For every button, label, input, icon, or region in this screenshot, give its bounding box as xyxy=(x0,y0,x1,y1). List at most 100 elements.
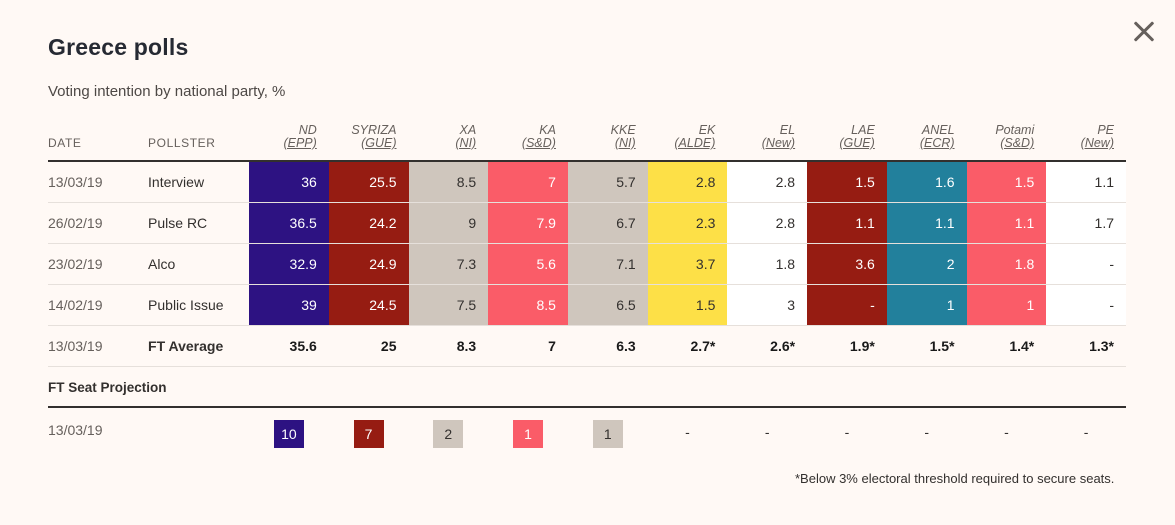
party-affiliation: (S&D) xyxy=(521,136,556,150)
poll-value-cell: 9 xyxy=(408,202,489,244)
party-name: ND xyxy=(298,123,317,137)
table-row: 23/02/19 Alco 32.9 24.9 7.3 5.6 7.1 3.7 1.8 3.6 2 1… xyxy=(48,243,1126,285)
poll-value-cell: 24.9 xyxy=(328,243,409,285)
party-name: ANEL xyxy=(921,123,955,137)
poll-date: 13/03/19 xyxy=(48,161,149,203)
average-value-cell: 1.3* xyxy=(1046,325,1126,367)
pollster-name: Public Issue xyxy=(148,284,250,326)
seat-value-empty: - xyxy=(764,424,770,440)
poll-value-cell: 1.1 xyxy=(966,202,1047,244)
average-label: FT Average xyxy=(148,325,250,367)
footnote: *Below 3% electoral threshold required t… xyxy=(795,471,1115,486)
poll-value-cell: 32.9 xyxy=(249,243,329,285)
poll-value-cell: 2.8 xyxy=(727,161,808,203)
average-value-cell: 1.4* xyxy=(966,325,1047,367)
poll-value-cell: 1.5 xyxy=(647,284,728,326)
party-affiliation: (GUE) xyxy=(361,136,397,150)
average-value-cell: 1.5* xyxy=(886,325,967,367)
party-name: PE xyxy=(1097,123,1114,137)
poll-value-cell: 3.7 xyxy=(647,243,728,285)
party-name: XA xyxy=(459,123,477,137)
poll-value-cell: 1 xyxy=(886,284,967,326)
poll-value-cell: 5.7 xyxy=(567,161,648,203)
poll-value-cell: 2.8 xyxy=(647,161,728,203)
seat-value-empty: - xyxy=(1083,424,1089,440)
average-value-cell: 35.6 xyxy=(249,325,329,367)
poll-value-cell: 7 xyxy=(488,161,568,203)
table-row: 26/02/19 Pulse RC 36.5 24.2 9 7.9 6.7 2.3 2.8 1.1… xyxy=(48,202,1126,244)
poll-value-cell: - xyxy=(1046,243,1126,285)
divider xyxy=(48,406,1126,408)
poll-value-cell: 3 xyxy=(727,284,808,326)
column-header-party: ND (EPP) xyxy=(249,108,329,161)
poll-value-cell: - xyxy=(1046,284,1126,326)
average-row: 13/03/19 FT Average 35.6 25 8.3 7 6.3 2.7* 2.6* 1… xyxy=(48,325,1126,367)
poll-date: 14/02/19 xyxy=(48,284,149,326)
column-header-party: KKE (NI) xyxy=(568,108,648,161)
poll-value-cell: 1.5 xyxy=(966,161,1047,203)
close-icon[interactable] xyxy=(1128,14,1162,48)
party-affiliation: (ALDE) xyxy=(674,136,716,150)
page-subtitle: Voting intention by national party, % xyxy=(48,83,286,100)
party-name: EK xyxy=(698,123,716,137)
poll-value-cell: 1.8 xyxy=(966,243,1047,285)
poll-value-cell: 1.1 xyxy=(1046,161,1126,203)
pollster-name: Alco xyxy=(148,243,250,285)
column-header-party: KA (S&D) xyxy=(488,108,568,161)
party-affiliation: (NI) xyxy=(614,136,636,150)
average-value-cell: 2.6* xyxy=(727,325,808,367)
party-name: KA xyxy=(539,123,556,137)
seat-value-box: 1 xyxy=(592,420,623,448)
poll-value-cell: 2.8 xyxy=(727,202,808,244)
poll-value-cell: 36.5 xyxy=(249,202,329,244)
poll-value-cell: 8.5 xyxy=(488,284,568,326)
poll-value-cell: 5.6 xyxy=(488,243,568,285)
poll-value-cell: 1.7 xyxy=(1046,202,1126,244)
seat-value-box: 1 xyxy=(513,420,544,448)
poll-value-cell: 1.5 xyxy=(807,161,887,203)
party-name: EL xyxy=(779,123,796,137)
column-header-party: LAE (GUE) xyxy=(807,108,887,161)
table-header-row: DATE POLLSTER ND (EPP) SYRIZA (GUE) XA (NI) KA… xyxy=(48,108,1126,161)
column-header-party: EL (New) xyxy=(727,108,807,161)
pollster-name: Pulse RC xyxy=(148,202,250,244)
poll-value-cell: 39 xyxy=(249,284,329,326)
table-row: 13/03/19 Interview 36 25.5 8.5 7 5.7 2.8 2.8 1.5 1… xyxy=(48,161,1126,203)
average-value-cell: 2.7* xyxy=(647,325,728,367)
seat-value-empty: - xyxy=(685,424,690,440)
poll-value-cell: 6.7 xyxy=(567,202,648,244)
column-header-pollster: POLLSTER xyxy=(148,136,216,150)
party-affiliation: (S&D) xyxy=(1000,136,1035,150)
seat-value-box: 10 xyxy=(273,420,304,448)
party-affiliation: (New) xyxy=(761,136,796,150)
column-header-party: XA (NI) xyxy=(409,108,489,161)
average-value-cell: 8.3 xyxy=(408,325,489,367)
poll-value-cell: 36 xyxy=(249,161,329,203)
poll-value-cell: 7.5 xyxy=(408,284,489,326)
poll-value-cell: 24.5 xyxy=(328,284,409,326)
poll-value-cell: 2.3 xyxy=(647,202,728,244)
poll-value-cell: 1.1 xyxy=(807,202,887,244)
table-row: 14/02/19 Public Issue 39 24.5 7.5 8.5 6.5 1.5 3-… xyxy=(48,284,1126,326)
party-name: SYRIZA xyxy=(351,123,397,137)
poll-date: 23/02/19 xyxy=(48,243,149,285)
column-header-party: Potami (S&D) xyxy=(967,108,1047,161)
poll-value-cell: 1.8 xyxy=(727,243,808,285)
party-affiliation: (NI) xyxy=(455,136,477,150)
poll-value-cell: 7.1 xyxy=(567,243,648,285)
party-affiliation: (EPP) xyxy=(283,136,317,150)
party-affiliation: (ECR) xyxy=(919,136,955,150)
average-value-cell: 6.3 xyxy=(567,325,648,367)
party-name: Potami xyxy=(995,123,1035,137)
poll-value-cell: 24.2 xyxy=(328,202,409,244)
poll-value-cell: - xyxy=(807,284,887,326)
page-title: Greece polls xyxy=(48,34,189,60)
column-header-party: SYRIZA (GUE) xyxy=(329,108,409,161)
party-affiliation: (GUE) xyxy=(839,136,875,150)
poll-value-cell: 8.5 xyxy=(408,161,489,203)
seat-projection-date: 13/03/19 xyxy=(48,422,103,438)
column-header-party: PE (New) xyxy=(1046,108,1126,161)
poll-value-cell: 2 xyxy=(886,243,967,285)
party-name: LAE xyxy=(851,123,875,137)
poll-value-cell: 7.3 xyxy=(408,243,489,285)
